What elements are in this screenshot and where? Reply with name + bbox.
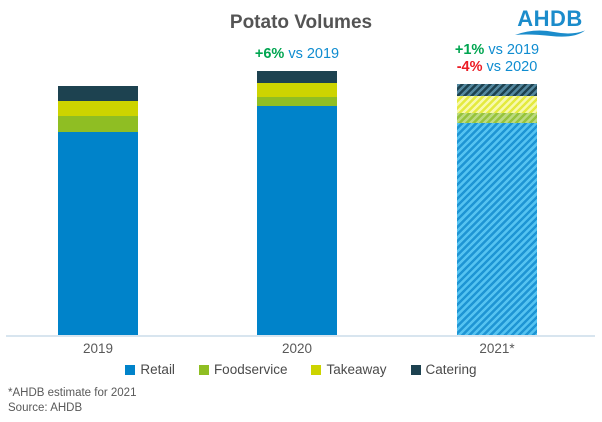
ahdb-logo-wave-icon (515, 30, 585, 37)
legend-item-retail: Retail (125, 362, 175, 377)
bar-segment-catering-2020 (257, 71, 337, 83)
legend-swatch-foodservice (198, 364, 209, 375)
chart-title: Potato Volumes (229, 12, 373, 33)
legend-swatch-catering (410, 364, 421, 375)
legend-label-catering: Catering (425, 362, 477, 377)
annotation-2021-vs2019: +1% vs 2019 (412, 42, 582, 58)
x-tick-2020: 2020 (281, 341, 313, 356)
x-axis-line (6, 335, 595, 337)
annotation-2021-vs2020-pct: -4% (456, 59, 483, 75)
legend-swatch-retail (125, 364, 136, 375)
annotation-2021-vs2019-rest: vs 2019 (484, 42, 540, 58)
footnotes: *AHDB estimate for 2021 Source: AHDB (8, 386, 136, 416)
x-tick-2019: 2019 (82, 341, 114, 356)
bar-segment-foodservice-2020 (257, 96, 337, 106)
bar-segment-retail-2019 (58, 132, 138, 335)
ahdb-logo: AHDB (513, 8, 587, 40)
bar-segment-takeaway-2019 (58, 101, 138, 117)
legend-item-takeaway: Takeaway (311, 362, 387, 377)
legend-label-retail: Retail (140, 362, 175, 377)
x-tick-2021: 2021* (479, 341, 515, 356)
annotation-2021-vs2020-rest: vs 2020 (482, 59, 538, 75)
bar-segment-catering-2021 (457, 84, 537, 97)
annotation-2020-rest: vs 2019 (284, 46, 340, 62)
annotation-2021-vs2020: -4% vs 2020 (412, 59, 582, 75)
bar-segment-catering-2019 (58, 86, 138, 102)
footnote-estimate: *AHDB estimate for 2021 (8, 387, 137, 399)
legend-label-takeaway: Takeaway (326, 362, 387, 377)
footnote-source: Source: AHDB (8, 402, 83, 414)
bar-segment-takeaway-2020 (257, 82, 337, 97)
bar-2020 (257, 71, 337, 335)
annotation-2021-vs2019-pct: +1% (454, 42, 485, 58)
ahdb-logo-text: AHDB (517, 6, 583, 31)
annotation-2020-pct: +6% (254, 46, 285, 62)
bar-2021 (457, 84, 537, 335)
bar-segment-retail-2020 (257, 105, 337, 335)
legend-item-foodservice: Foodservice (198, 362, 288, 377)
bar-segment-foodservice-2019 (58, 116, 138, 133)
bar-segment-foodservice-2021 (457, 112, 537, 123)
legend-swatch-takeaway (311, 364, 322, 375)
bar-segment-retail-2021 (457, 122, 537, 335)
legend-label-foodservice: Foodservice (213, 362, 288, 377)
annotation-2020: +6% vs 2019 (212, 46, 382, 62)
bar-2019 (58, 86, 138, 335)
bar-segment-takeaway-2021 (457, 96, 537, 113)
legend: Retail Foodservice Takeaway Catering (0, 362, 602, 377)
legend-item-catering: Catering (410, 362, 477, 377)
